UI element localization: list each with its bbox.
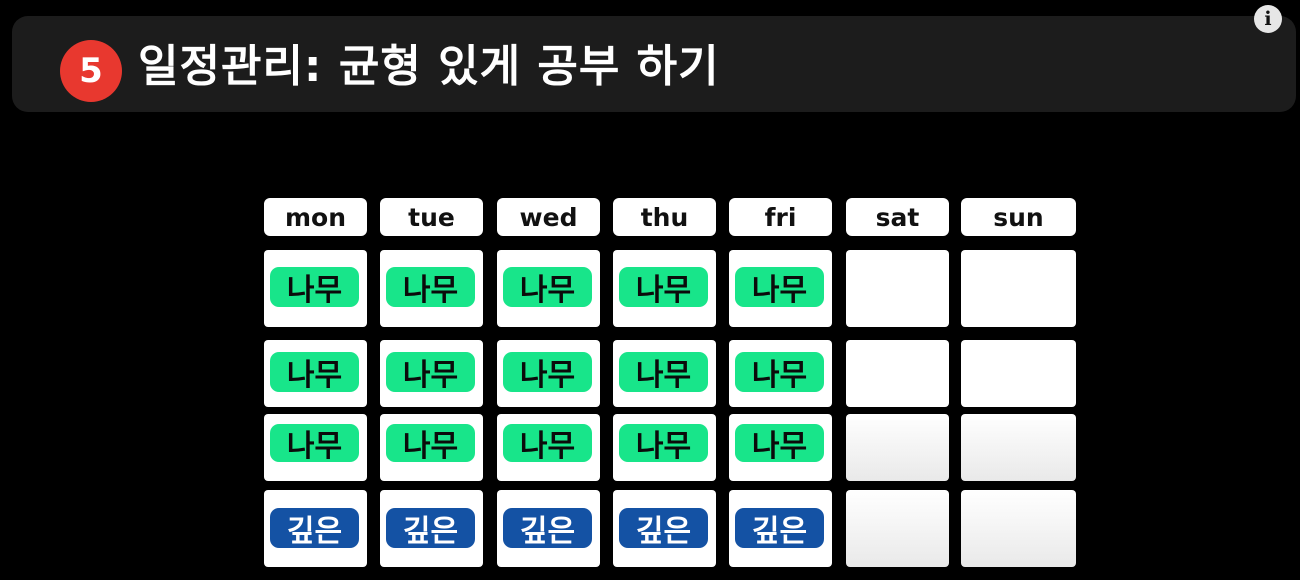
schedule-cell-thu-1: 나무 xyxy=(613,250,716,327)
schedule-cell-sun-4 xyxy=(961,490,1076,567)
page-title: 일정관리: 균형 있게 공부 하기 xyxy=(138,41,720,92)
tree-study-tag: 나무 xyxy=(270,424,359,464)
day-header-mon: mon xyxy=(264,198,367,236)
tree-study-tag: 나무 xyxy=(270,352,359,393)
info-icon[interactable]: i xyxy=(1254,5,1282,33)
schedule-cell-sat-1 xyxy=(846,250,949,327)
tree-study-tag: 나무 xyxy=(619,352,708,393)
schedule-cell-wed-2: 나무 xyxy=(497,340,600,407)
schedule-cell-sun-3 xyxy=(961,414,1076,481)
schedule-cell-wed-1: 나무 xyxy=(497,250,600,327)
day-header-wed: wed xyxy=(497,198,600,236)
schedule-cell-sat-2 xyxy=(846,340,949,407)
day-header-tue: tue xyxy=(380,198,483,236)
schedule-cell-mon-3: 나무 xyxy=(264,414,367,481)
schedule-cell-fri-3: 나무 xyxy=(729,414,832,481)
tree-study-tag: 나무 xyxy=(735,267,824,308)
deep-study-tag: 깊은 xyxy=(735,508,824,549)
day-header-sat: sat xyxy=(846,198,949,236)
schedule-cell-wed-4: 깊은 xyxy=(497,490,600,567)
tree-study-tag: 나무 xyxy=(270,267,359,308)
schedule-cell-wed-3: 나무 xyxy=(497,414,600,481)
schedule-cell-fri-1: 나무 xyxy=(729,250,832,327)
deep-study-tag: 깊은 xyxy=(619,508,708,549)
day-header-fri: fri xyxy=(729,198,832,236)
schedule-cell-tue-3: 나무 xyxy=(380,414,483,481)
schedule-cell-sat-4 xyxy=(846,490,949,567)
schedule-cell-sat-3 xyxy=(846,414,949,481)
tree-study-tag: 나무 xyxy=(619,267,708,308)
tree-study-tag: 나무 xyxy=(386,267,475,308)
deep-study-tag: 깊은 xyxy=(386,508,475,549)
schedule-cell-mon-4: 깊은 xyxy=(264,490,367,567)
schedule-cell-mon-2: 나무 xyxy=(264,340,367,407)
schedule-cell-mon-1: 나무 xyxy=(264,250,367,327)
tree-study-tag: 나무 xyxy=(735,424,824,464)
schedule-cell-sun-2 xyxy=(961,340,1076,407)
tree-study-tag: 나무 xyxy=(503,424,592,464)
schedule-cell-thu-4: 깊은 xyxy=(613,490,716,567)
step-number-badge: 5 xyxy=(60,40,122,102)
day-header-sun: sun xyxy=(961,198,1076,236)
schedule-cell-tue-4: 깊은 xyxy=(380,490,483,567)
tree-study-tag: 나무 xyxy=(619,424,708,464)
day-header-thu: thu xyxy=(613,198,716,236)
tree-study-tag: 나무 xyxy=(503,267,592,308)
deep-study-tag: 깊은 xyxy=(270,508,359,549)
schedule-cell-fri-2: 나무 xyxy=(729,340,832,407)
tree-study-tag: 나무 xyxy=(735,352,824,393)
schedule-cell-tue-1: 나무 xyxy=(380,250,483,327)
tree-study-tag: 나무 xyxy=(386,352,475,393)
title-banner xyxy=(12,16,1296,112)
tree-study-tag: 나무 xyxy=(503,352,592,393)
schedule-cell-thu-2: 나무 xyxy=(613,340,716,407)
deep-study-tag: 깊은 xyxy=(503,508,592,549)
schedule-cell-fri-4: 깊은 xyxy=(729,490,832,567)
schedule-cell-thu-3: 나무 xyxy=(613,414,716,481)
schedule-cell-sun-1 xyxy=(961,250,1076,327)
tree-study-tag: 나무 xyxy=(386,424,475,464)
schedule-cell-tue-2: 나무 xyxy=(380,340,483,407)
